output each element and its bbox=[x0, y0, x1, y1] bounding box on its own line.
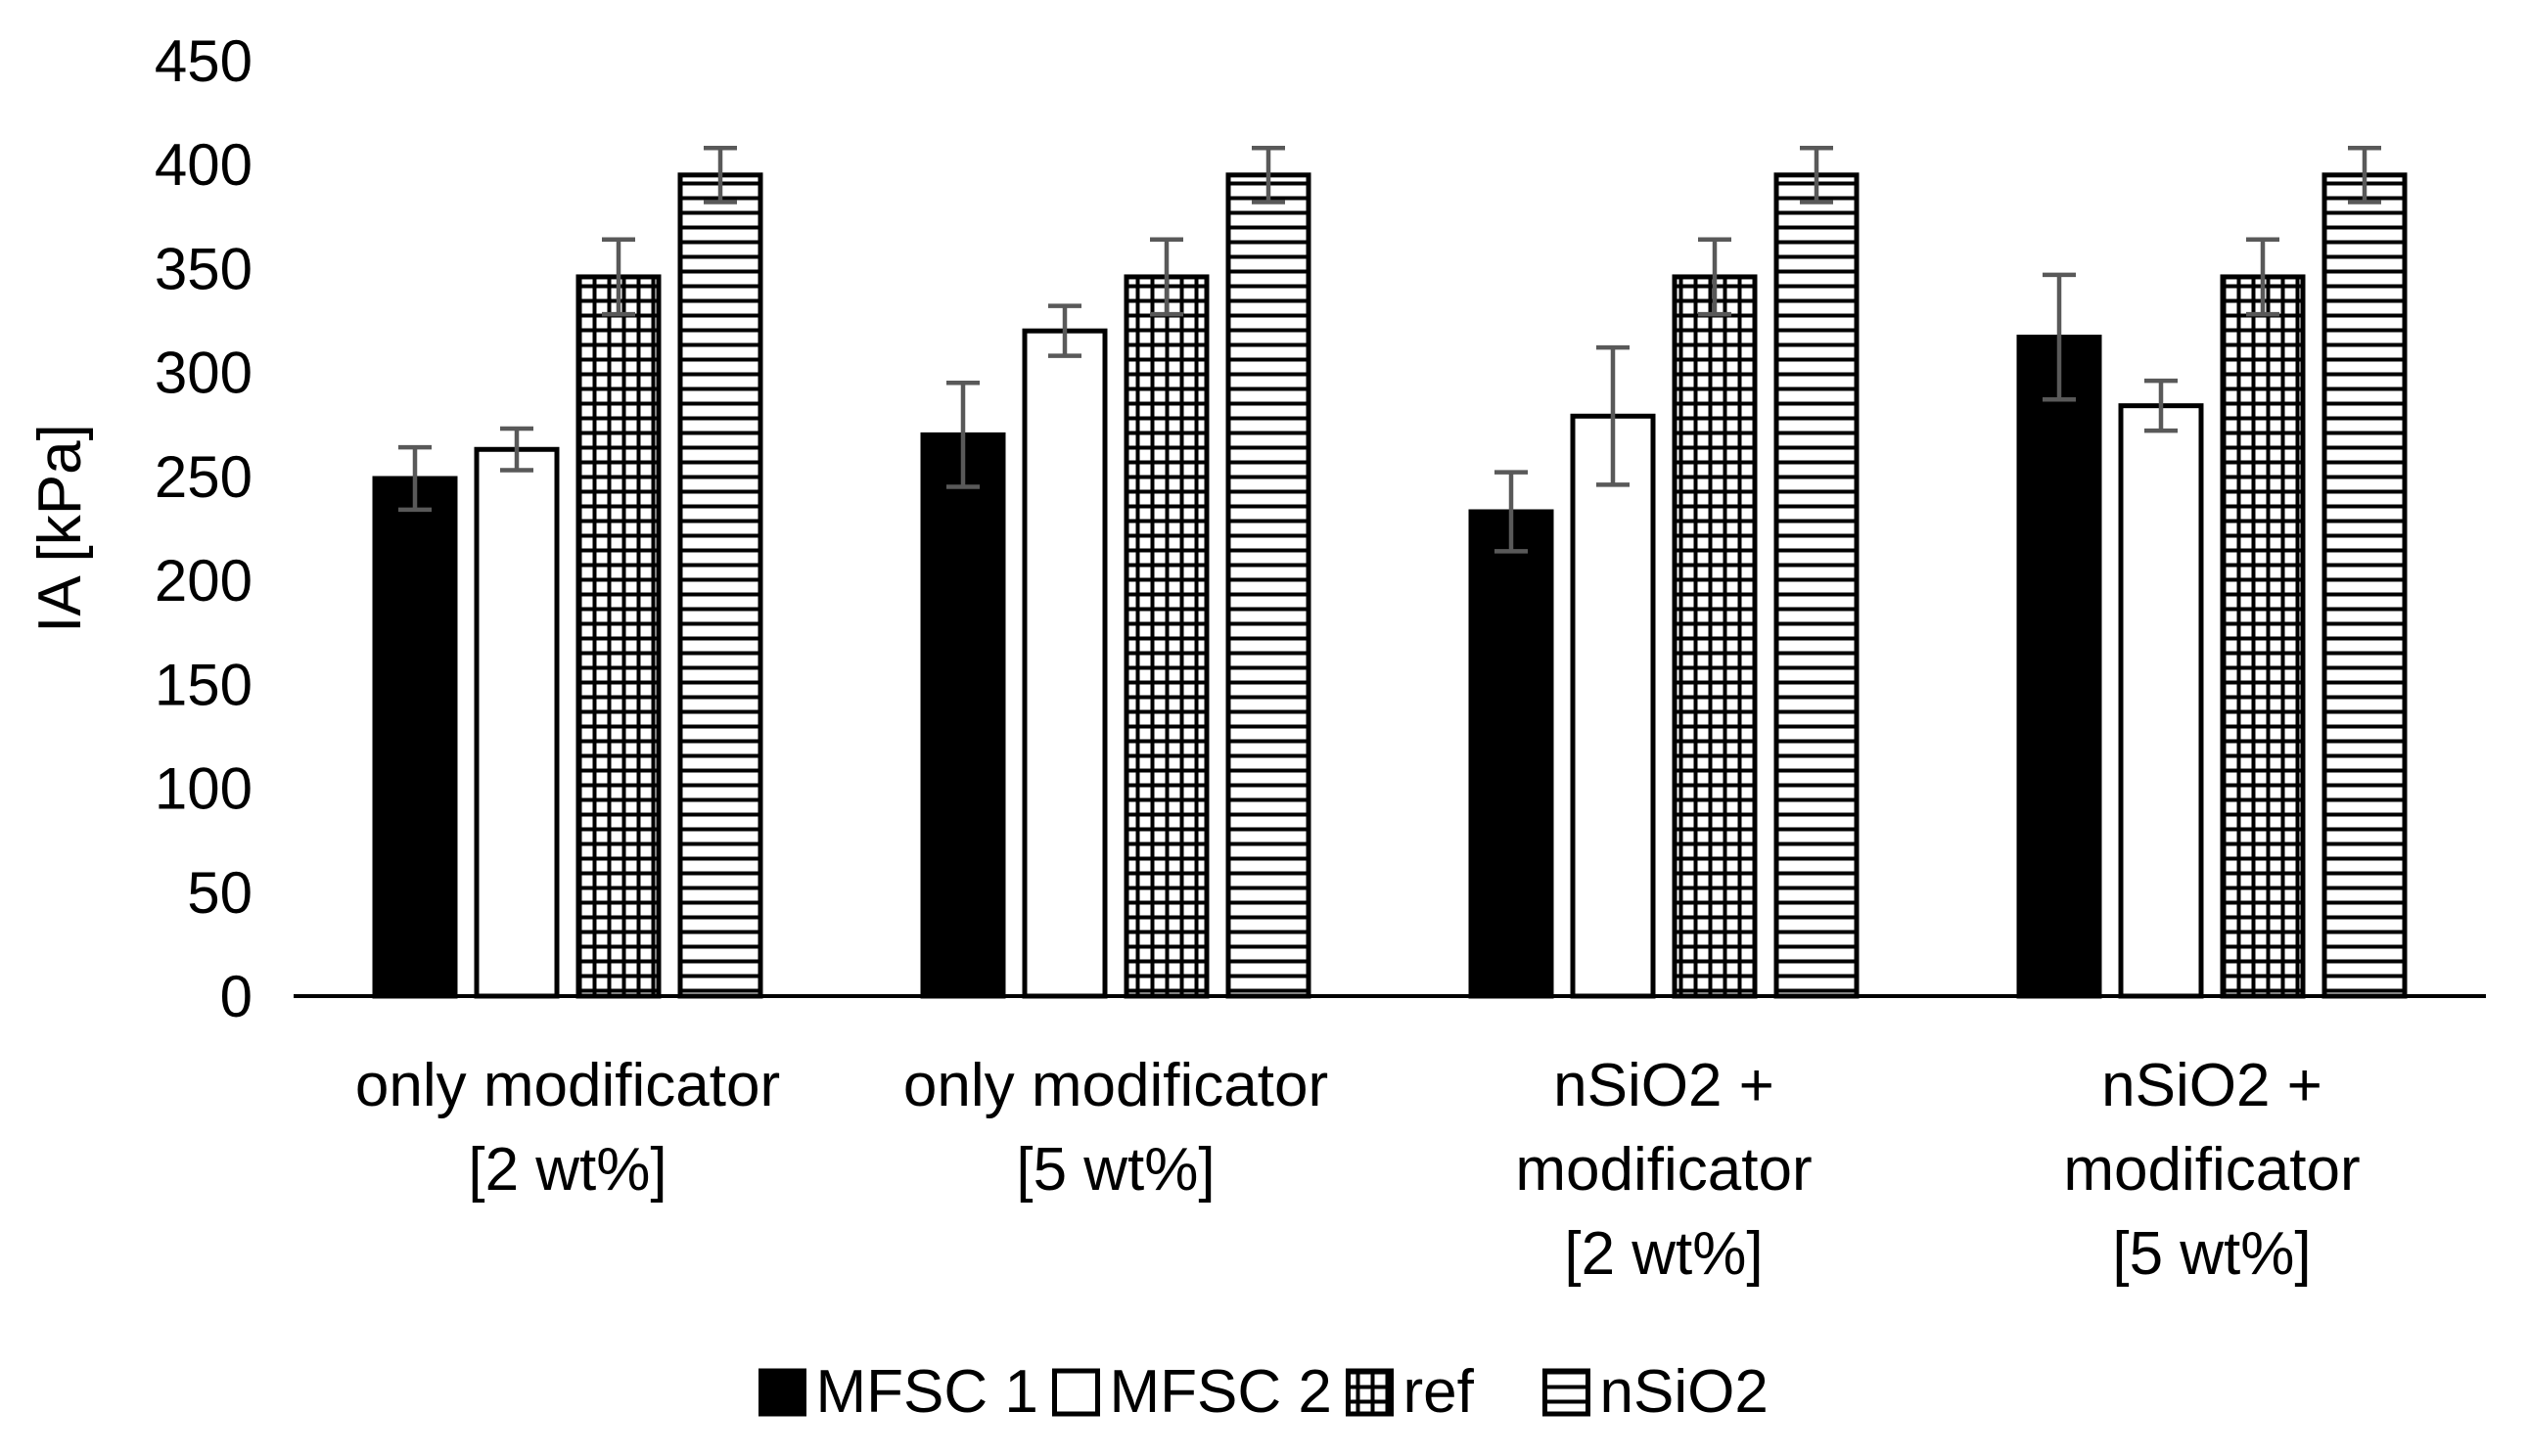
legend-label: MFSC 1 bbox=[816, 1358, 1038, 1426]
error-bar bbox=[1048, 303, 1081, 358]
error-bar bbox=[2348, 145, 2381, 205]
bar-nsio2 bbox=[1773, 172, 1860, 999]
bar-ref bbox=[2220, 274, 2306, 999]
x-axis-category-labels: only modificator [2 wt%] only modificator[… bbox=[355, 1052, 2361, 1288]
legend-label: nSiO2 bbox=[1600, 1358, 1769, 1426]
error-bar bbox=[704, 145, 737, 205]
legend-item-mfsc-1: MFSC 1 bbox=[758, 1358, 1038, 1426]
error-bars bbox=[398, 145, 2381, 554]
bar-ref bbox=[575, 274, 662, 999]
bar-ref bbox=[1124, 274, 1210, 999]
error-bar bbox=[2246, 237, 2279, 317]
y-tick-label: 150 bbox=[155, 652, 253, 717]
legend-item-mfsc-2: MFSC 2 bbox=[1052, 1358, 1332, 1426]
bar-nsio2 bbox=[1225, 172, 1311, 999]
y-tick-label: 200 bbox=[155, 548, 253, 614]
y-tick-label: 400 bbox=[155, 132, 253, 198]
error-bar bbox=[1494, 470, 1528, 554]
bar-mfsc-2 bbox=[474, 446, 560, 999]
x-category-label: nSiO2 + modificator [5 wt%] bbox=[2063, 1052, 2360, 1288]
x-category-label: nSiO2 + modificator [2 wt%] bbox=[1515, 1052, 1812, 1288]
error-bar bbox=[946, 381, 980, 489]
legend-swatch bbox=[1542, 1368, 1590, 1417]
bar-nsio2 bbox=[2321, 172, 2408, 999]
error-bar bbox=[398, 444, 432, 513]
legend-item-nsio2: nSiO2 bbox=[1542, 1358, 1769, 1426]
legend-label: MFSC 2 bbox=[1110, 1358, 1332, 1426]
bars bbox=[372, 172, 2408, 999]
y-tick-label: 50 bbox=[187, 860, 253, 926]
y-tick-label: 100 bbox=[155, 756, 253, 822]
legend-label: ref bbox=[1403, 1358, 1475, 1426]
bar-mfsc-2 bbox=[1570, 413, 1656, 999]
error-bar bbox=[1800, 145, 1833, 205]
y-tick-label: 350 bbox=[155, 236, 253, 301]
error-bar bbox=[1252, 145, 1285, 205]
error-bar bbox=[1150, 237, 1183, 317]
x-category-label: only modificator [2 wt%] bbox=[355, 1052, 780, 1204]
bar-ref bbox=[1672, 274, 1758, 999]
legend-swatch bbox=[758, 1368, 806, 1417]
error-bar bbox=[2043, 272, 2076, 402]
y-tick-label: 450 bbox=[155, 28, 253, 94]
error-bar bbox=[1596, 344, 1630, 487]
y-axis-tick-labels: 0 50 100 150 200 250 300 350 400 450 bbox=[155, 28, 253, 1029]
error-bar bbox=[500, 426, 533, 473]
bar-mfsc-1 bbox=[372, 476, 458, 999]
bar-nsio2 bbox=[677, 172, 763, 999]
y-tick-label: 250 bbox=[155, 444, 253, 510]
x-category-label: only modificator [5 wt%] bbox=[903, 1052, 1328, 1204]
bar-mfsc-2 bbox=[1022, 328, 1108, 999]
legend-swatch bbox=[1052, 1368, 1100, 1417]
y-tick-label: 300 bbox=[155, 341, 253, 406]
y-axis-label: IA [kPa] bbox=[26, 424, 94, 633]
error-bar bbox=[2144, 378, 2178, 433]
bar-mfsc-2 bbox=[2118, 403, 2204, 999]
error-bar bbox=[602, 237, 635, 317]
bar-mfsc-1 bbox=[2016, 335, 2102, 999]
legend-swatch bbox=[1346, 1368, 1394, 1417]
error-bar bbox=[1698, 237, 1731, 317]
bar-mfsc-1 bbox=[1468, 509, 1554, 999]
legend: MFSC 1 MFSC 2 ref nSiO2 bbox=[758, 1358, 1769, 1426]
legend-item-ref: ref bbox=[1346, 1358, 1475, 1426]
y-tick-label: 0 bbox=[220, 964, 253, 1029]
bar-mfsc-1 bbox=[920, 432, 1006, 999]
